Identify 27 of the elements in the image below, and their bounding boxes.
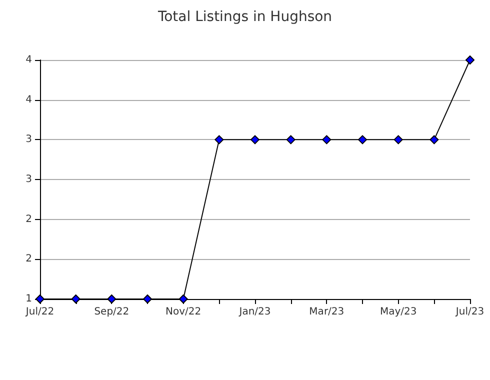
y-tick-label: 2	[26, 214, 32, 225]
y-tick-label: 4	[26, 94, 32, 106]
point	[250, 135, 260, 144]
x-tick-label: Nov/22	[166, 306, 202, 318]
point	[107, 294, 116, 304]
point	[322, 135, 332, 144]
point	[71, 294, 80, 304]
x-tick-label: Sep/22	[94, 306, 130, 318]
y-tick-label: 4	[26, 54, 32, 66]
y-tick-label: 2	[26, 254, 32, 265]
x-tick-label: Mar/23	[309, 306, 344, 318]
y-tick-label: 1	[26, 294, 32, 304]
x-tick-label: May/23	[380, 306, 417, 318]
x-tick-label: Jul/22	[24, 306, 54, 318]
x-tick-label: Jul/23	[454, 306, 484, 318]
point	[286, 135, 296, 144]
y-tick-label: 3	[26, 174, 32, 185]
point	[214, 135, 224, 144]
y-tick-label: 3	[26, 134, 32, 146]
x-tick-label: Jan/23	[238, 306, 271, 318]
point	[143, 294, 152, 304]
point	[358, 135, 367, 144]
chart-title: Total Listings in Hughson	[156, 9, 332, 25]
point	[178, 294, 188, 304]
point	[466, 56, 474, 64]
point	[430, 135, 439, 144]
point	[394, 135, 403, 144]
